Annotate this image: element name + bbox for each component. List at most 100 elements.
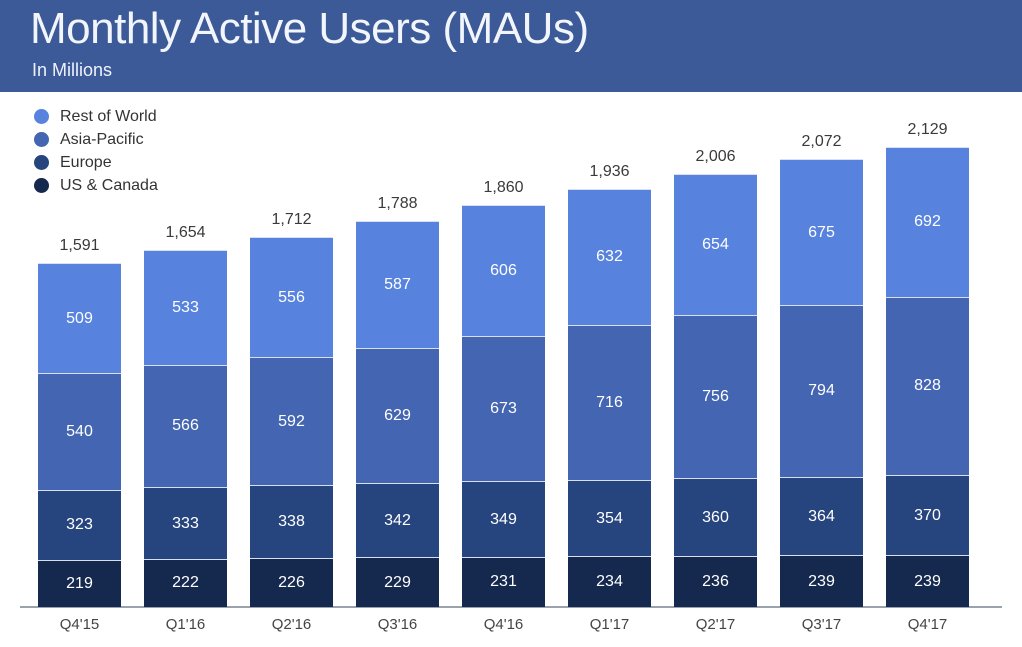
- bar-segment[interactable]: 533: [144, 249, 227, 365]
- bar-segment-value: 556: [278, 288, 305, 306]
- bar-total-label: 2,006: [695, 147, 736, 165]
- bar-segment[interactable]: 692: [886, 147, 969, 297]
- bar-segment-value: 675: [808, 223, 835, 241]
- stacked-bar[interactable]: 509 540 323 219: [38, 263, 121, 607]
- stacked-bar[interactable]: 675 794 364 239: [780, 159, 863, 607]
- bar-segment-value: 231: [490, 573, 517, 591]
- bar-group[interactable]: 632 716 354 234 1,936: [568, 163, 651, 607]
- legend-item[interactable]: Asia-Pacific: [34, 128, 264, 151]
- bar-total-label: 1,788: [377, 194, 418, 212]
- bar-segment-value: 354: [596, 509, 623, 527]
- bar-segment[interactable]: 587: [356, 220, 439, 348]
- bar-segment-value: 338: [278, 513, 305, 531]
- legend-item[interactable]: Europe: [34, 151, 264, 174]
- bar-segment[interactable]: 338: [250, 485, 333, 559]
- bar-segment-value: 236: [702, 572, 729, 590]
- bar-segment[interactable]: 231: [462, 556, 545, 607]
- bar-segment-value: 323: [66, 516, 93, 534]
- x-axis-tick-label: Q4'15: [59, 616, 100, 633]
- bar-total-label: 1,712: [271, 211, 312, 229]
- bar-segment-value: 566: [172, 417, 199, 435]
- bar-segment-value: 226: [278, 574, 305, 592]
- legend-item-label: Europe: [60, 153, 112, 171]
- bar-segment[interactable]: 629: [356, 347, 439, 484]
- bar-segment[interactable]: 606: [462, 205, 545, 337]
- bar-segment-value: 540: [66, 423, 93, 441]
- bar-group[interactable]: 509 540 323 219 1,591: [38, 237, 121, 607]
- bar-total-label: 1,860: [483, 179, 524, 197]
- bar-segment-value: 794: [808, 382, 835, 400]
- bar-segment[interactable]: 716: [568, 325, 651, 480]
- bar-segment-value: 533: [172, 298, 199, 316]
- header-band: Monthly Active Users (MAUs) In Millions: [0, 0, 1022, 92]
- bar-segment[interactable]: 229: [356, 557, 439, 607]
- bar-group[interactable]: 654 756 360 236 2,006: [674, 148, 757, 607]
- bar-segment[interactable]: 219: [38, 559, 121, 607]
- bar-group[interactable]: 587 629 342 229 1,788: [356, 195, 439, 607]
- stacked-bar[interactable]: 692 828 370 239: [886, 147, 969, 607]
- bar-segment-value: 239: [808, 572, 835, 590]
- bar-segment-value: 654: [702, 235, 729, 253]
- chart-subtitle: In Millions: [32, 60, 113, 80]
- stacked-bar[interactable]: 606 673 349 231: [462, 205, 545, 607]
- bar-segment[interactable]: 323: [38, 489, 121, 560]
- bar-segment[interactable]: 566: [144, 364, 227, 488]
- bar-segment[interactable]: 236: [674, 556, 757, 607]
- legend-item-label: Asia-Pacific: [60, 130, 144, 148]
- bar-segment[interactable]: 234: [568, 556, 651, 607]
- bar-segment-value: 629: [384, 406, 411, 424]
- bar-segment[interactable]: 342: [356, 483, 439, 558]
- legend-item[interactable]: US & Canada: [34, 174, 264, 197]
- bar-segment[interactable]: 226: [250, 558, 333, 607]
- bar-segment-value: 219: [66, 574, 93, 592]
- page-title: Monthly Active Users (MAUs): [30, 4, 589, 53]
- legend-item[interactable]: Rest of World: [34, 105, 264, 128]
- bar-segment[interactable]: 592: [250, 357, 333, 486]
- chart-legend: Rest of World Asia-Pacific Europe US & Cana…: [34, 105, 264, 197]
- bar-segment-value: 587: [384, 275, 411, 293]
- bar-segment[interactable]: 370: [886, 475, 969, 556]
- bar-segment[interactable]: 828: [886, 296, 969, 476]
- bar-segment-value: 828: [914, 377, 941, 395]
- stacked-bar[interactable]: 654 756 360 236: [674, 173, 757, 607]
- bar-segment[interactable]: 654: [674, 173, 757, 315]
- bar-segment-value: 234: [596, 573, 623, 591]
- stacked-bar[interactable]: 587 629 342 229: [356, 220, 439, 607]
- bar-segment[interactable]: 673: [462, 336, 545, 482]
- bar-segment[interactable]: 333: [144, 487, 227, 560]
- bar-segment-value: 716: [596, 394, 623, 412]
- bar-group[interactable]: 675 794 364 239 2,072: [780, 133, 863, 607]
- bar-segment[interactable]: 675: [780, 159, 863, 306]
- bar-group[interactable]: 692 828 370 239 2,129: [886, 121, 969, 607]
- bar-segment[interactable]: 239: [780, 555, 863, 607]
- bar-segment-value: 509: [66, 309, 93, 327]
- stacked-bar[interactable]: 533 566 333 222: [144, 249, 227, 607]
- bar-segment-value: 360: [702, 508, 729, 526]
- bar-segment[interactable]: 349: [462, 481, 545, 557]
- bar-segment[interactable]: 756: [674, 314, 757, 479]
- bar-segment-value: 349: [490, 510, 517, 528]
- stacked-bar[interactable]: 556 592 338 226: [250, 237, 333, 607]
- bar-segment[interactable]: 632: [568, 188, 651, 326]
- bar-segment[interactable]: 794: [780, 305, 863, 477]
- bar-total-label: 1,654: [165, 223, 206, 241]
- bar-group[interactable]: 556 592 338 226 1,712: [250, 211, 333, 607]
- x-axis-tick-label: Q2'16: [271, 616, 312, 633]
- stacked-bar[interactable]: 632 716 354 234: [568, 188, 651, 607]
- bar-segment[interactable]: 364: [780, 476, 863, 556]
- bar-segment[interactable]: 222: [144, 559, 227, 607]
- bar-segment[interactable]: 556: [250, 237, 333, 358]
- bar-segment[interactable]: 360: [674, 478, 757, 556]
- bar-segment[interactable]: 239: [886, 555, 969, 607]
- circle-swatch-icon: [34, 132, 49, 147]
- x-axis-tick-label: Q1'17: [589, 616, 630, 633]
- x-axis-tick-label: Q2'17: [695, 616, 736, 633]
- bar-segment-value: 333: [172, 514, 199, 532]
- bar-group[interactable]: 533 566 333 222 1,654: [144, 224, 227, 607]
- bar-total-label: 2,072: [801, 133, 842, 151]
- bar-segment[interactable]: 354: [568, 479, 651, 557]
- bar-group[interactable]: 606 673 349 231 1,860: [462, 179, 545, 607]
- bar-total-label: 1,936: [589, 162, 630, 180]
- bar-segment[interactable]: 509: [38, 263, 121, 374]
- bar-segment[interactable]: 540: [38, 373, 121, 490]
